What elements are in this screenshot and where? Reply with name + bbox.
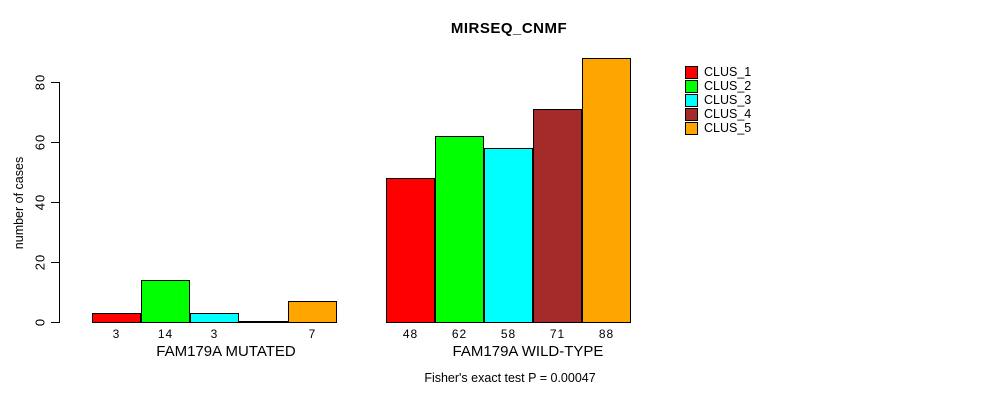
bar-clus_4	[533, 109, 582, 323]
bar-clus_1	[386, 178, 435, 323]
bar-clus_1	[92, 313, 141, 323]
bar-value-label: 48	[402, 327, 419, 341]
fisher-test-annotation: Fisher's exact test P = 0.00047	[424, 371, 596, 385]
bar-clus_3	[190, 313, 239, 323]
y-axis-title: number of cases	[12, 156, 26, 250]
y-tick-mark	[51, 82, 59, 83]
bar-clus_4	[239, 321, 288, 323]
chart-title: MIRSEQ_CNMF	[450, 20, 568, 37]
group-label-mutated: FAM179A MUTATED	[156, 343, 296, 360]
bar-clus_5	[288, 301, 337, 323]
bar-clus_5	[582, 58, 631, 323]
y-tick-mark	[51, 142, 59, 143]
bar-clus_2	[141, 280, 190, 323]
legend-row: CLUS_1	[685, 65, 751, 79]
y-tick-mark	[51, 262, 59, 263]
legend-swatch-icon	[685, 79, 698, 93]
bar-value-label: 62	[451, 327, 468, 341]
legend-row: CLUS_2	[685, 79, 751, 93]
legend-label: CLUS_4	[704, 107, 752, 121]
group-label-wildtype: FAM179A WILD-TYPE	[452, 343, 604, 360]
legend-swatch-icon	[685, 93, 698, 107]
bar-value-label: 3	[210, 327, 219, 341]
bar-value-label: 88	[598, 327, 615, 341]
legend-label: CLUS_2	[704, 79, 752, 93]
y-tick-label: 80	[32, 73, 48, 91]
bar-value-label: 3	[112, 327, 121, 341]
legend-row: CLUS_5	[685, 121, 751, 135]
legend-label: CLUS_3	[704, 93, 752, 107]
legend-label: CLUS_5	[704, 121, 752, 135]
y-tick-label: 20	[32, 253, 48, 271]
legend-row: CLUS_4	[685, 107, 751, 121]
bar-value-label: 71	[549, 327, 566, 341]
y-axis-line	[59, 82, 60, 323]
bar-clus_3	[484, 148, 533, 323]
legend-swatch-icon	[685, 121, 698, 135]
legend-swatch-icon	[685, 65, 698, 79]
legend-label: CLUS_1	[704, 65, 752, 79]
y-tick-label: 40	[32, 193, 48, 211]
y-tick-label: 60	[32, 133, 48, 151]
bar-value-label: 58	[500, 327, 517, 341]
legend-swatch-icon	[685, 107, 698, 121]
bar-value-label: 7	[308, 327, 317, 341]
bar-clus_2	[435, 136, 484, 323]
y-tick-mark	[51, 202, 59, 203]
y-tick-mark	[51, 322, 59, 323]
legend: CLUS_1 CLUS_2 CLUS_3 CLUS_4 CLUS_5	[685, 65, 751, 135]
legend-row: CLUS_3	[685, 93, 751, 107]
y-tick-label: 0	[32, 317, 48, 327]
bar-value-label: 14	[157, 327, 174, 341]
